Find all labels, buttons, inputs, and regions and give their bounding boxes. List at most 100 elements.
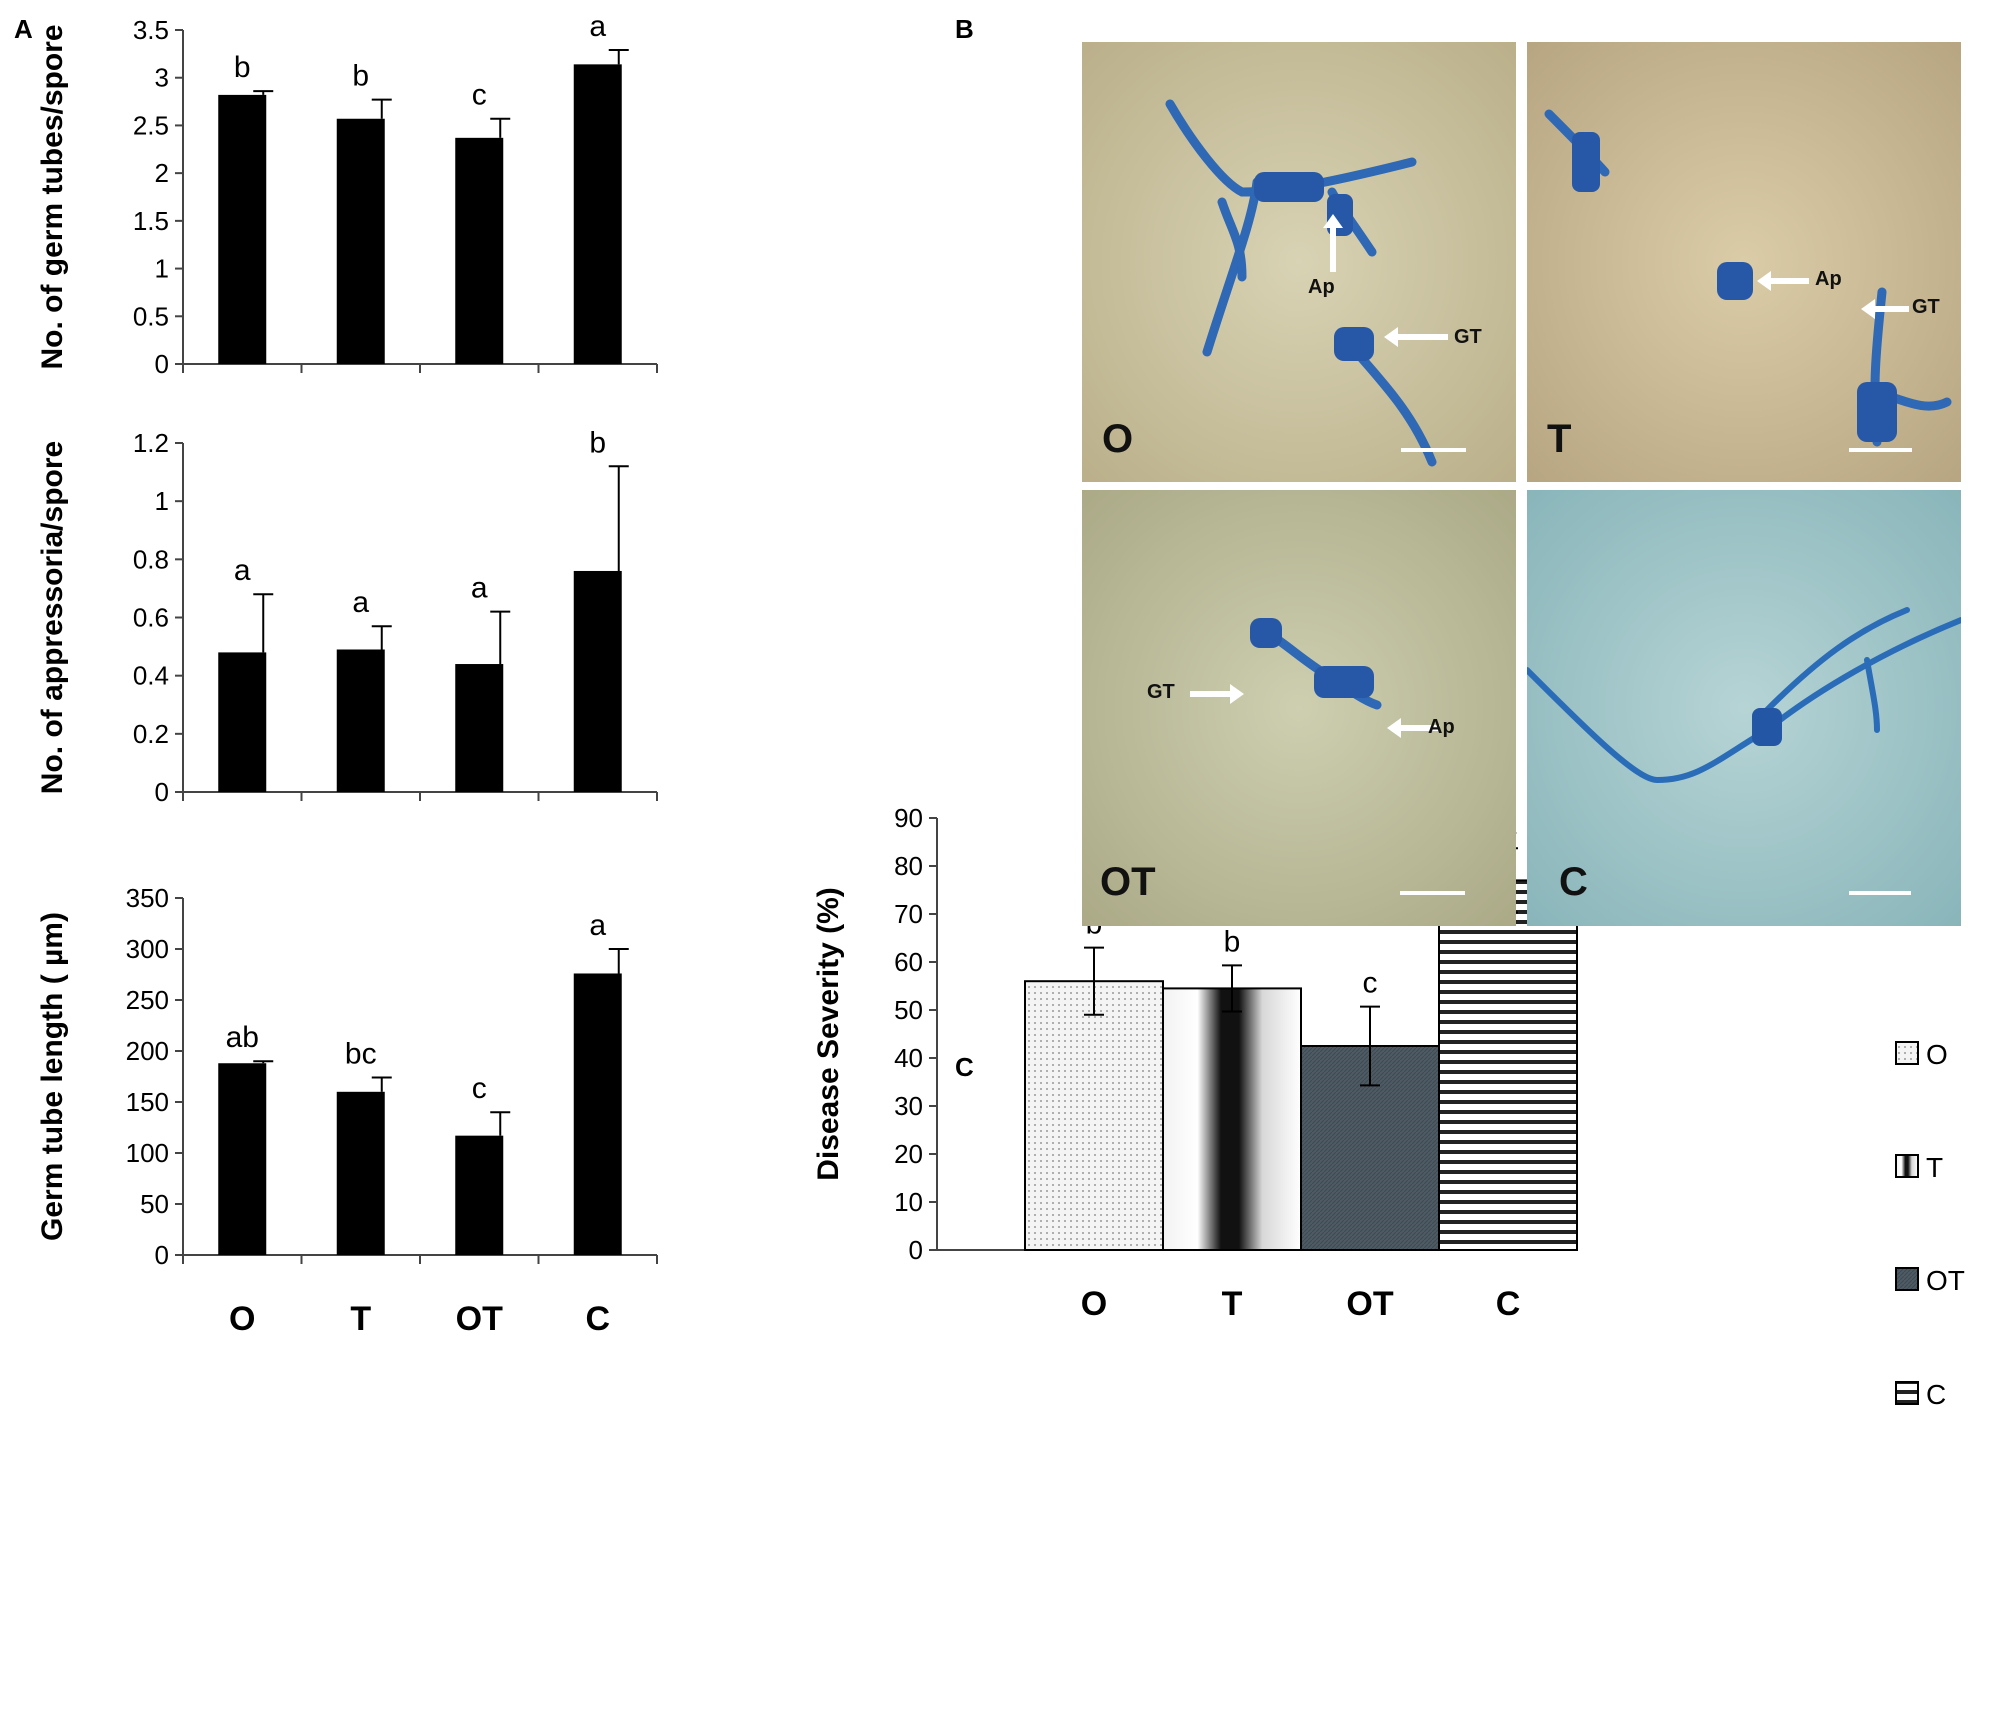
arrow-ap-icon [1400, 725, 1440, 731]
panel-label-c: C [955, 1052, 974, 1082]
significance-letter: a [589, 909, 606, 942]
significance-letter: b [352, 60, 369, 93]
bar-c [1438, 879, 1578, 1252]
y-tick-label: 60 [894, 947, 923, 977]
significance-letter: b [234, 51, 251, 84]
y-tick-label: 80 [894, 851, 923, 881]
y-axis-label: No. of germ tubes/spore [36, 24, 69, 369]
y-tick-label: 0.2 [133, 719, 169, 749]
micrograph-o-label: O [1102, 417, 1134, 461]
y-axis-label: Disease Severity (%) [812, 887, 845, 1181]
significance-letter: c [472, 79, 487, 112]
significance-letter: c [472, 1072, 487, 1105]
bar-ot [455, 1135, 504, 1255]
y-tick-label: 100 [126, 1138, 169, 1168]
arrow-ap-icon [1769, 278, 1809, 284]
micrograph-ot-ap-label: Ap [1428, 716, 1455, 738]
x-tick-label: T [1222, 1285, 1243, 1323]
arrow-head-ap-icon [1387, 718, 1401, 738]
bar-c [573, 570, 622, 792]
micrograph-t-gt-label: GT [1912, 296, 1940, 318]
legend-swatch [1895, 1154, 1919, 1178]
y-tick-label: 1.5 [133, 206, 169, 236]
panel-label-a: A [14, 14, 33, 44]
x-tick-label: O [1081, 1285, 1107, 1323]
y-tick-label: 1 [155, 486, 169, 516]
bar-o [218, 94, 267, 365]
y-tick-label: 1 [155, 254, 169, 284]
micrograph-ot-image [1082, 490, 1516, 926]
micrograph-t-image [1527, 42, 1961, 482]
micrograph-c-image [1527, 490, 1961, 926]
y-tick-label: 40 [894, 1043, 923, 1073]
arrow-gt-icon [1873, 306, 1909, 312]
arrow-head-gt-icon [1230, 684, 1244, 704]
x-tick-label: T [350, 1300, 371, 1338]
y-tick-label: 1.2 [133, 428, 169, 458]
bar-ot [1300, 1045, 1440, 1251]
micrograph-o-ap-label: Ap [1308, 276, 1335, 298]
bar-t [336, 118, 385, 365]
x-tick-label: C [1496, 1285, 1521, 1323]
panel-label-b: B [955, 14, 974, 44]
bar-c [573, 64, 622, 365]
legend-swatch [1895, 1041, 1919, 1065]
significance-letter: c [1363, 967, 1378, 1000]
x-tick-label: OT [1346, 1285, 1393, 1323]
bar-o [218, 652, 267, 792]
y-tick-label: 3 [155, 63, 169, 93]
arrow-head-ap-icon [1757, 271, 1771, 291]
significance-letter: ab [226, 1021, 259, 1054]
arrow-gt-icon [1396, 334, 1448, 340]
bar-t [336, 1091, 385, 1255]
significance-letter: b [589, 426, 606, 459]
y-tick-label: 2 [155, 158, 169, 188]
y-tick-label: 30 [894, 1091, 923, 1121]
arrow-head-ap-icon [1323, 214, 1343, 228]
y-tick-label: 300 [126, 934, 169, 964]
legend-label: C [1926, 1379, 1946, 1410]
arrow-head-gt-icon [1384, 327, 1398, 347]
micrograph-t-label: T [1547, 417, 1572, 461]
legend-label: T [1926, 1152, 1943, 1183]
legend-swatch [1895, 1381, 1919, 1405]
significance-letter: a [471, 572, 488, 605]
micrograph-ot-label: OT [1100, 860, 1156, 904]
micrograph-o-image [1082, 42, 1516, 482]
y-tick-label: 0.5 [133, 301, 169, 331]
bar-o [1024, 980, 1164, 1251]
micrograph-ot-gt-label: GT [1147, 681, 1175, 703]
legend-label: O [1926, 1039, 1948, 1070]
y-tick-label: 250 [126, 985, 169, 1015]
y-tick-label: 0.4 [133, 661, 169, 691]
y-tick-label: 70 [894, 899, 923, 929]
micrograph-grid: O Ap GT [1082, 42, 2000, 932]
significance-letter: a [352, 586, 369, 619]
significance-letter: a [589, 10, 606, 43]
significance-letter: a [234, 554, 251, 587]
micrograph-ot: OT GT Ap [1082, 490, 1516, 926]
micrograph-t: T Ap GT [1527, 42, 1961, 482]
micrograph-c: C [1527, 490, 1961, 926]
bar-ot [455, 664, 504, 792]
y-axis-label: Germ tube length ( µm) [36, 912, 69, 1241]
bar-t [336, 649, 385, 792]
arrow-head-gt-icon [1861, 299, 1875, 319]
y-tick-label: 150 [126, 1087, 169, 1117]
arrow-gt-icon [1190, 691, 1230, 697]
y-tick-label: 0 [155, 777, 169, 807]
y-tick-label: 0 [155, 1240, 169, 1270]
micrograph-t-ap-label: Ap [1815, 268, 1842, 290]
bar-t [1162, 987, 1302, 1252]
y-tick-label: 10 [894, 1187, 923, 1217]
bar-c [573, 973, 622, 1255]
y-tick-label: 90 [894, 803, 923, 833]
y-tick-label: 350 [126, 883, 169, 913]
y-tick-label: 3.5 [133, 15, 169, 45]
legend-label: OT [1926, 1265, 1965, 1296]
y-tick-label: 0.8 [133, 544, 169, 574]
legend-swatch [1895, 1267, 1919, 1291]
x-tick-label: OT [456, 1300, 503, 1338]
bar-ot [455, 137, 504, 364]
bar-o [218, 1063, 267, 1255]
